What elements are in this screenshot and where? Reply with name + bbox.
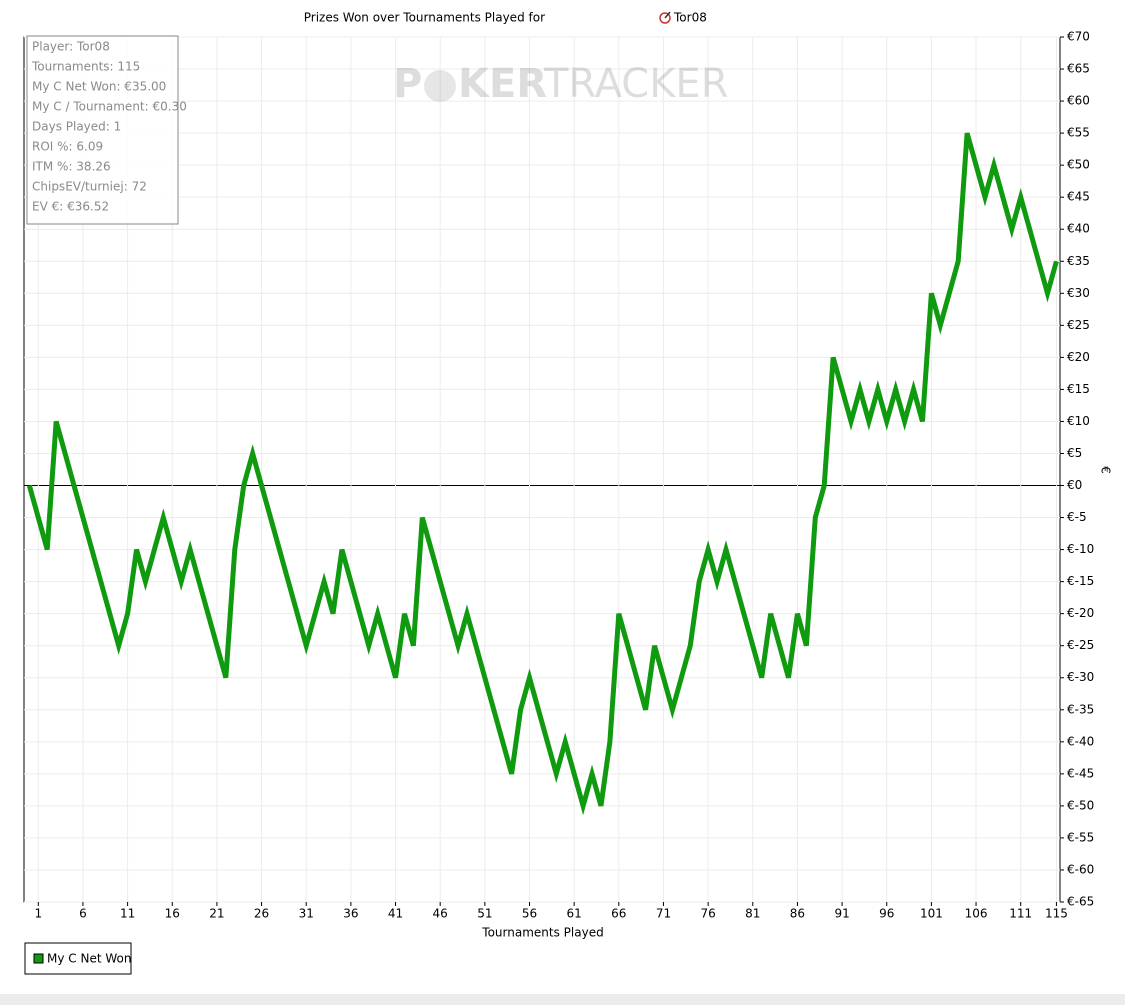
y-tick-label: €5 (1067, 446, 1082, 460)
y-tick-label: €-25 (1067, 638, 1094, 652)
stats-line: Player: Tor08 (32, 40, 110, 54)
y-tick-label: €30 (1067, 286, 1090, 300)
y-tick-label: €-55 (1067, 830, 1094, 844)
y-tick-label: €-30 (1067, 670, 1094, 684)
y-tick-label: €15 (1067, 382, 1090, 396)
y-tick-label: €25 (1067, 318, 1090, 332)
x-tick-label: 6 (79, 907, 87, 921)
x-tick-label: 56 (522, 907, 537, 921)
x-tick-label: 1 (34, 907, 42, 921)
x-tick-label: 91 (834, 907, 849, 921)
stats: Player: Tor08 Tournaments: 115 My C Net Wo… (31, 40, 187, 214)
x-tick-label: 36 (343, 907, 358, 921)
y-tick-label: €-15 (1067, 574, 1094, 588)
y-tick-label: €-5 (1067, 510, 1087, 524)
x-tick-label: 76 (700, 907, 715, 921)
stats-line: Tournaments: 115 (31, 60, 140, 74)
y-tick-label: €10 (1067, 414, 1090, 428)
y-tick-label: €60 (1067, 94, 1090, 108)
y-tick-label: €55 (1067, 126, 1090, 140)
stats-line: ChipsEV/turniej: 72 (32, 180, 147, 194)
y-tick-label: €-10 (1067, 542, 1094, 556)
y-tick-label: €-35 (1067, 702, 1094, 716)
y-tick-label: €65 (1067, 62, 1090, 76)
y-tick-label: €-60 (1067, 862, 1094, 876)
stats-line: Days Played: 1 (32, 120, 121, 134)
marks (26, 132, 1059, 816)
y-tick-label: €45 (1067, 190, 1090, 204)
x-tick-label: 66 (611, 907, 626, 921)
plot-area (23, 36, 1061, 903)
x-tick-label: 16 (165, 907, 180, 921)
x-tick-label: 71 (656, 907, 671, 921)
player-icon (659, 11, 671, 24)
y-tick-label: €40 (1067, 222, 1090, 236)
x-tick-label: 21 (209, 907, 224, 921)
legend-swatch (33, 953, 44, 964)
chart-title: Prizes Won over Tournaments Played for (304, 11, 545, 25)
watermark-text: TRACKER (543, 61, 729, 107)
watermark: P KER TRACKER (393, 61, 729, 107)
x-tick-label: 115 (1045, 907, 1068, 921)
x-tick-label: 41 (388, 907, 403, 921)
y-tick-label: €50 (1067, 158, 1090, 172)
series-line (26, 132, 1059, 816)
x-tick-label: 61 (567, 907, 582, 921)
watermark-text: KER (458, 61, 547, 107)
y-tick-label: €35 (1067, 254, 1090, 268)
x-tick-label: 96 (879, 907, 894, 921)
y-tick-label: €20 (1067, 350, 1090, 364)
y-tick-label: €-65 (1067, 895, 1094, 909)
y-axis-label: € (1099, 466, 1113, 474)
watermark-text: P (393, 61, 422, 107)
status-strip (0, 994, 1125, 1005)
stats-line: ITM %: 38.26 (32, 160, 111, 174)
x-tick-label: 86 (790, 907, 805, 921)
y-tick-label: €-45 (1067, 766, 1094, 780)
stats-line: EV €: €36.52 (32, 200, 109, 214)
x-tick-label: 11 (120, 907, 135, 921)
x-tick-label: 81 (745, 907, 760, 921)
legend: My C Net Won (33, 952, 131, 966)
x-tick-label: 101 (920, 907, 943, 921)
y-tick-label: €-20 (1067, 606, 1094, 620)
y-tick-label: €-50 (1067, 798, 1094, 812)
stats-line: My C Net Won: €35.00 (32, 80, 166, 94)
x-tick-label: 111 (1009, 907, 1032, 921)
y-tick-label: €-40 (1067, 734, 1094, 748)
x-tick-label: 31 (299, 907, 314, 921)
y-tick-label: €70 (1067, 30, 1090, 44)
legend-label: My C Net Won (47, 952, 131, 966)
x-tick-label: 51 (477, 907, 492, 921)
watermark-chip (424, 70, 456, 102)
stats-box (26, 35, 179, 225)
x-tick-label: 46 (433, 907, 448, 921)
x-tick-label: 26 (254, 907, 269, 921)
stats-line: ROI %: 6.09 (32, 140, 103, 154)
stats-line: My C / Tournament: €0.30 (32, 100, 187, 114)
x-tick-label: 106 (965, 907, 988, 921)
x-axis-label: Tournaments Played (481, 926, 603, 940)
y-tick-label: €0 (1067, 478, 1082, 492)
chart-title-player: Tor08 (673, 11, 707, 25)
